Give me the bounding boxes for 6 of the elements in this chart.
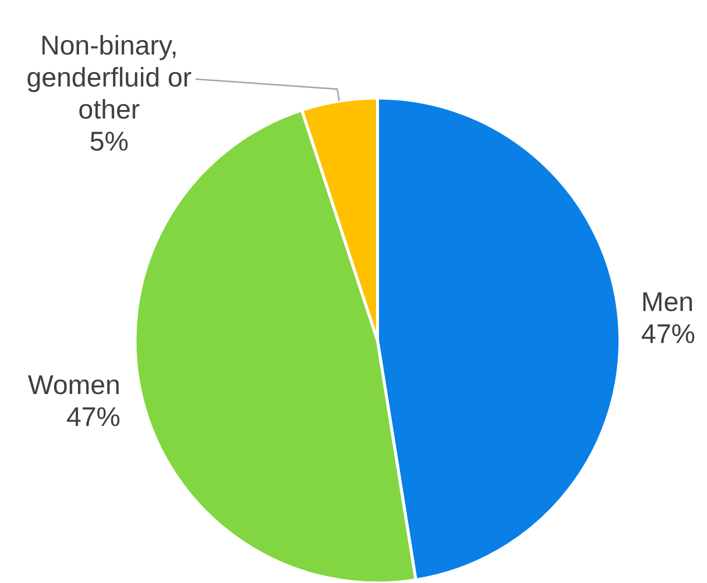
data-label: 47% (641, 319, 696, 350)
data-label: 47% (66, 402, 120, 432)
slice-label: Men (641, 287, 694, 318)
slice-label: Non-binary, genderfluid or other (26, 30, 192, 125)
data-label: 5% (90, 126, 129, 157)
slice-label: Women (28, 370, 120, 400)
